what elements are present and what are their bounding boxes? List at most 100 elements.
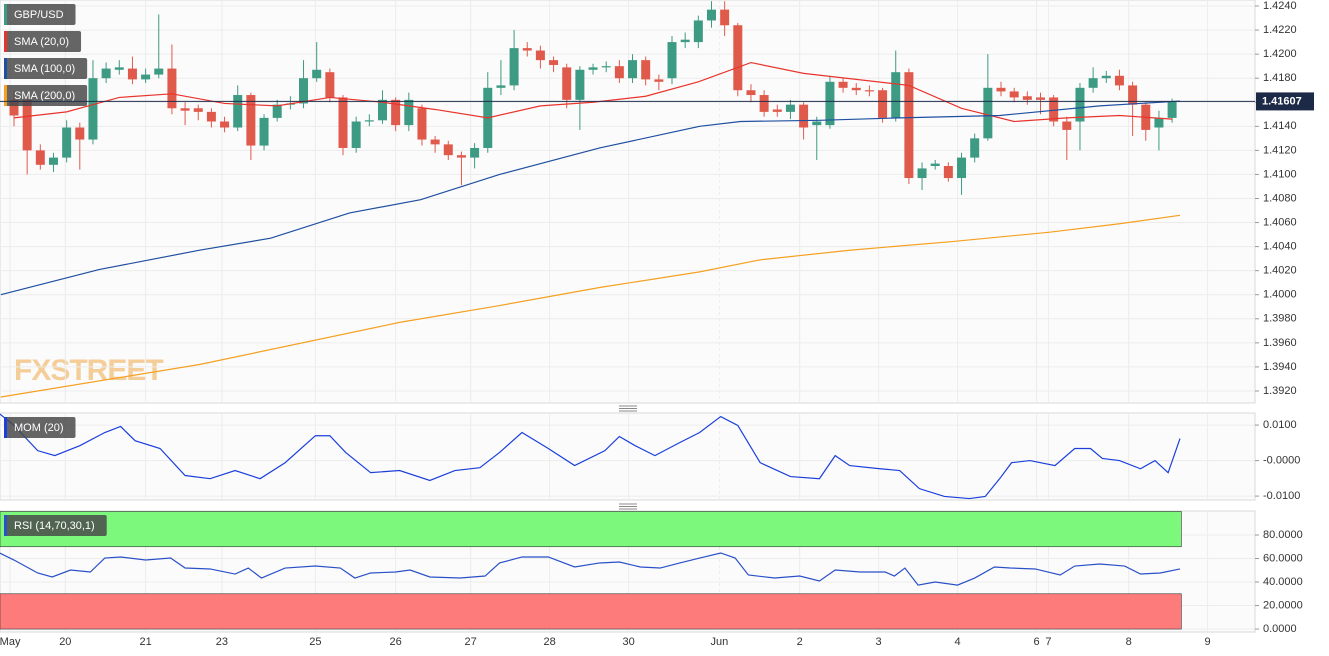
- candle-body: [48, 157, 58, 165]
- candle-body: [233, 95, 243, 128]
- candle-body: [167, 68, 177, 109]
- y-tick-label: 1.3940: [1263, 361, 1297, 373]
- candle-body: [706, 9, 716, 21]
- candle-body: [1167, 101, 1177, 118]
- candle-body: [430, 139, 440, 145]
- y-tick-label: 1.3960: [1263, 337, 1297, 349]
- y-tick-label: 1.4000: [1263, 289, 1297, 301]
- candle-body: [9, 99, 19, 116]
- legend-label: SMA (20,0): [14, 36, 69, 48]
- panel-handle[interactable]: [619, 503, 637, 510]
- candle-body: [970, 138, 980, 158]
- x-tick-label: May: [0, 636, 21, 648]
- candle-body: [127, 68, 137, 80]
- zone: [0, 593, 1182, 630]
- candle-body: [799, 104, 809, 128]
- candle-body: [206, 111, 216, 122]
- candle-body: [930, 163, 940, 167]
- candle-body: [88, 78, 98, 140]
- y-tick-label: 0.0100: [1263, 419, 1297, 431]
- candle-body: [891, 72, 901, 118]
- candle-body: [404, 99, 414, 126]
- candle-body: [325, 72, 335, 98]
- candle-body: [1128, 85, 1138, 105]
- x-tick-label: Jun: [711, 636, 729, 648]
- watermark: FXSTREET: [14, 354, 163, 387]
- y-tick-label: -0.0000: [1263, 454, 1300, 466]
- x-tick-label: 28: [543, 636, 555, 648]
- x-tick-label: 6: [1033, 636, 1039, 648]
- candle-body: [391, 99, 401, 126]
- candle-body: [246, 95, 256, 146]
- candle-body: [141, 74, 151, 80]
- candle-body: [628, 60, 638, 79]
- y-tick-label: 60.0000: [1263, 552, 1303, 564]
- x-tick-label: 7: [1045, 636, 1051, 648]
- candle-body: [1154, 117, 1164, 128]
- candle-body: [943, 166, 953, 179]
- legend-label: MOM (20): [14, 422, 64, 434]
- candle-body: [299, 78, 309, 104]
- zone: [0, 511, 1182, 548]
- x-tick-label: 26: [390, 636, 402, 648]
- y-tick-label: 1.3980: [1263, 313, 1297, 325]
- legend-label: SMA (200,0): [14, 90, 75, 102]
- panel-handle[interactable]: [619, 405, 637, 412]
- candle-body: [496, 85, 506, 88]
- plot-area: [0, 511, 1255, 632]
- candle-body: [601, 66, 611, 68]
- candle-body: [746, 90, 756, 96]
- legend-item: SMA (20,0): [4, 31, 82, 52]
- candle-body: [996, 87, 1006, 92]
- y-tick-label: 1.4020: [1263, 265, 1297, 277]
- candle-body: [114, 67, 124, 70]
- x-tick-label: 4: [955, 636, 961, 648]
- candle-body: [417, 108, 427, 140]
- candle-body: [1035, 97, 1045, 100]
- plot-area: [0, 413, 1255, 500]
- candle-body: [312, 69, 322, 79]
- y-tick-label: 1.4040: [1263, 241, 1297, 253]
- candle-body: [549, 60, 559, 65]
- candle-body: [588, 67, 598, 70]
- series-line: [0, 214, 1181, 398]
- x-tick-label: 21: [139, 636, 151, 648]
- candle-body: [35, 150, 45, 165]
- y-tick-label: 1.4080: [1263, 192, 1297, 204]
- x-tick-label: 8: [1126, 636, 1132, 648]
- x-tick-label: 2: [797, 636, 803, 648]
- plot-area: [0, 0, 1255, 403]
- candle-body: [878, 90, 888, 118]
- series-line: [0, 413, 1181, 500]
- y-tick-label: 1.3920: [1263, 385, 1297, 397]
- candle-body: [680, 39, 690, 43]
- candle-body: [904, 72, 914, 179]
- legend-item: MOM (20): [4, 417, 76, 438]
- candle-body: [864, 90, 874, 92]
- candle-body: [1075, 87, 1085, 122]
- y-tick-label: 1.4200: [1263, 48, 1297, 60]
- candle-body: [733, 25, 743, 91]
- candle-body: [614, 66, 624, 79]
- legend-box: [4, 417, 76, 438]
- legend-item: GBP/USD: [4, 4, 76, 25]
- y-tick-label: 1.4100: [1263, 168, 1297, 180]
- y-tick-label: 1.4120: [1263, 144, 1297, 156]
- candle-body: [917, 168, 927, 179]
- y-tick-label: 1.4220: [1263, 24, 1297, 36]
- candle-body: [338, 97, 348, 148]
- legend-swatch: [4, 85, 7, 106]
- price-panel: [0, 0, 1256, 404]
- x-tick-label: 30: [622, 636, 634, 648]
- candle-body: [812, 121, 822, 126]
- candle-body: [470, 147, 480, 158]
- legend-box: [4, 515, 107, 536]
- series-line: [0, 552, 1181, 586]
- candle-body: [1101, 75, 1111, 79]
- y-tick-label: 40.0000: [1263, 576, 1303, 588]
- candle-body: [456, 155, 466, 158]
- candle-body: [351, 121, 361, 148]
- candle-body: [522, 48, 532, 51]
- series-line: [13, 61, 1173, 123]
